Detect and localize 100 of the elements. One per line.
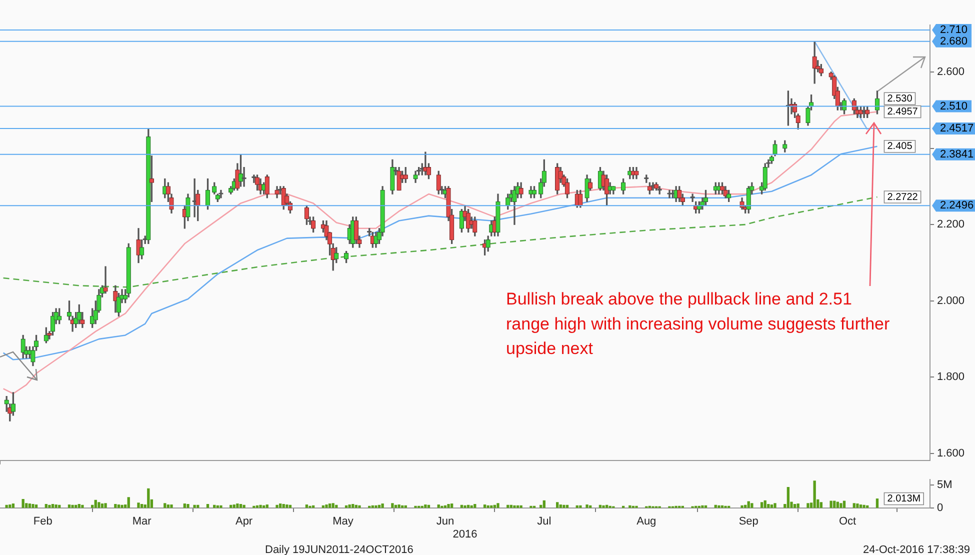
bar: [764, 500, 766, 508]
bar: [213, 504, 216, 508]
x-tick-label: Jul: [537, 516, 552, 528]
x-axis-title: 2016: [452, 528, 478, 540]
bar: [447, 504, 450, 508]
x-tick-label: May: [332, 516, 354, 528]
text: Daily 19JUN2011-24OCT2016: [265, 544, 414, 555]
bar: [78, 504, 80, 508]
bar: [74, 504, 78, 508]
bar: [579, 505, 582, 508]
bar: [100, 504, 104, 508]
bar: [398, 504, 400, 508]
line-series: [2, 196, 878, 288]
y-tick-label: 0: [937, 502, 944, 514]
bar: [374, 505, 378, 508]
bar: [51, 504, 54, 508]
bar: [206, 504, 210, 508]
bar: [588, 505, 592, 508]
bar: [774, 503, 776, 508]
y-tick-label: 5M: [937, 479, 952, 492]
bar: [230, 504, 232, 508]
bar: [352, 504, 354, 508]
bar: [282, 504, 285, 508]
bar: [193, 504, 196, 508]
bar: [510, 504, 512, 508]
bar: [856, 504, 859, 508]
annotation: 2.405: [887, 141, 913, 152]
bar: [332, 503, 334, 508]
bar: [796, 504, 800, 508]
bar: [276, 504, 278, 508]
bar: [358, 505, 361, 508]
bar: [506, 504, 510, 508]
bar: [516, 505, 520, 508]
bar: [278, 504, 282, 508]
bar: [28, 504, 32, 508]
bar: [714, 504, 717, 508]
bar: [104, 503, 107, 508]
bar: [701, 505, 704, 508]
bar: [401, 505, 404, 508]
bar: [718, 505, 720, 508]
bar: [322, 505, 325, 508]
bar: [540, 504, 542, 508]
bar: [770, 504, 774, 508]
bar: [450, 504, 454, 508]
bar: [394, 504, 398, 508]
ref-line-label: 2.4517: [940, 122, 974, 135]
bar: [866, 505, 869, 508]
ref-line-label: 2.3841: [940, 148, 974, 160]
bar: [98, 502, 100, 508]
bar: [466, 504, 470, 508]
y-tick-label: 1.600: [937, 448, 965, 460]
bar: [628, 505, 632, 508]
bar: [704, 505, 708, 508]
bar: [767, 504, 770, 508]
annotation: 2.530: [887, 93, 913, 104]
bar: [852, 503, 856, 508]
bar: [490, 505, 493, 508]
bar: [328, 504, 332, 508]
bar: [760, 502, 764, 508]
bar: [444, 505, 447, 508]
bar: [137, 502, 140, 508]
bar: [859, 504, 862, 508]
y-tick-label: 1.800: [937, 371, 965, 384]
x-tick-label: Feb: [33, 516, 52, 528]
bar: [22, 498, 24, 508]
bar: [520, 505, 522, 508]
bar: [750, 503, 754, 508]
ref-line-label: 2.510: [940, 100, 968, 112]
bar: [576, 505, 578, 508]
bar: [196, 504, 200, 508]
bar: [496, 503, 500, 508]
ref-line-label: 2.680: [940, 35, 968, 48]
bar: [598, 504, 602, 508]
bar: [305, 504, 308, 508]
bar: [493, 504, 496, 508]
bar: [344, 505, 348, 508]
ref-line-label: 2.2496: [940, 200, 974, 212]
bar: [186, 504, 190, 508]
bar: [556, 502, 559, 508]
bar: [793, 504, 796, 508]
bar: [862, 504, 866, 508]
bar: [220, 505, 222, 508]
bar: [262, 505, 266, 508]
bar: [48, 504, 51, 508]
bar: [312, 505, 315, 508]
text: 24-Oct-2016 17:38:39: [862, 544, 970, 555]
bar: [605, 504, 608, 508]
candlestick: [862, 106, 866, 118]
bar: [513, 505, 516, 508]
bar: [747, 501, 750, 508]
bar: [266, 504, 268, 508]
bar: [876, 498, 879, 508]
annotation: 2.013M: [887, 494, 921, 505]
bar: [120, 504, 124, 508]
bar: [371, 505, 374, 508]
bar: [8, 504, 12, 508]
bar: [216, 505, 219, 508]
bar: [378, 504, 381, 508]
bar: [94, 500, 97, 508]
bar: [542, 500, 546, 508]
